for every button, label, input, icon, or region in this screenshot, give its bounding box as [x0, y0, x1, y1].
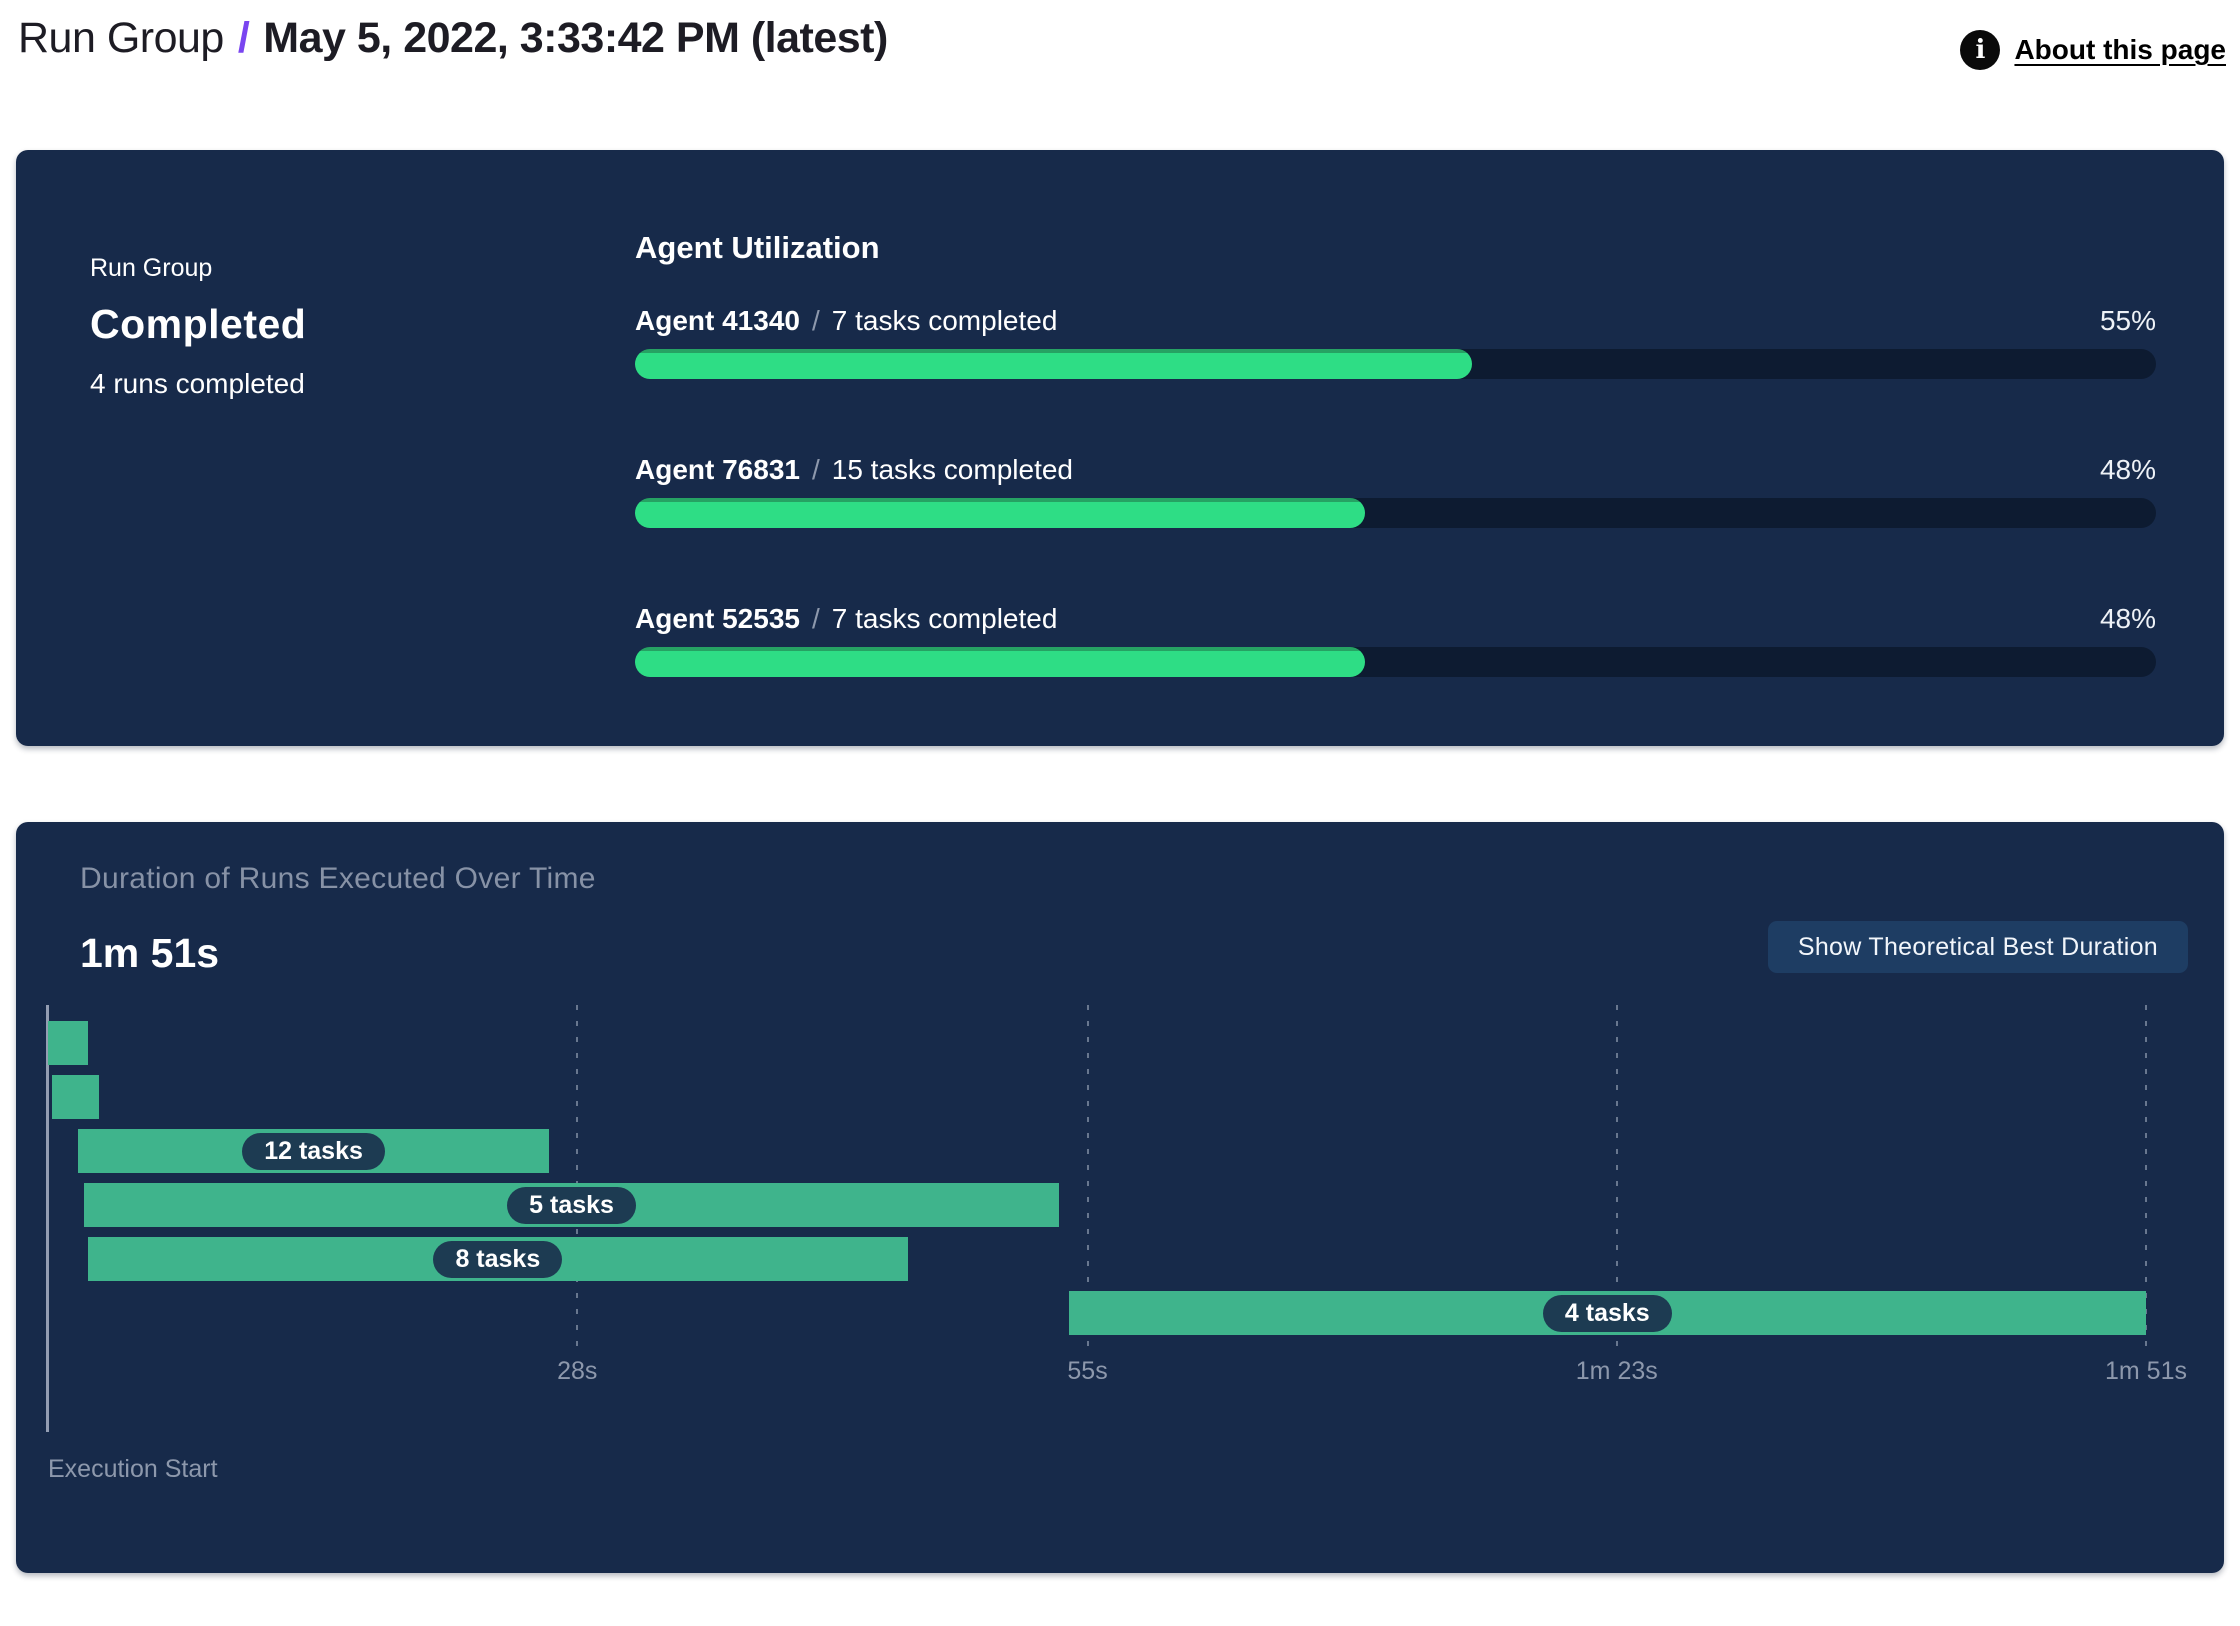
page-header: Run Group / May 5, 2022, 3:33:42 PM (lat… — [0, 0, 2240, 150]
run-group-status: Completed — [90, 301, 307, 347]
utilization-fill — [635, 647, 1366, 677]
utilization-row: Agent 52535 / 7 tasks completed 48% — [635, 603, 2156, 677]
axis-tick-label: 55s — [1067, 1357, 1108, 1385]
duration-chart-title: Duration of Runs Executed Over Time — [80, 862, 596, 895]
axis-tick-label: 1m 23s — [1575, 1357, 1658, 1385]
utilization-percent: 48% — [2099, 603, 2156, 634]
execution-start-label: Execution Start — [48, 1455, 218, 1483]
agent-tasks-completed: 7 tasks completed — [831, 305, 1058, 336]
gantt-run-bar[interactable] — [48, 1021, 88, 1065]
agent-name: Agent 52535 — [635, 603, 800, 634]
utilization-row-label: Agent 41340 / 7 tasks completed 55% — [635, 305, 2156, 337]
utilization-fill — [635, 498, 1366, 528]
about-this-page-link[interactable]: i About this page — [1960, 30, 2226, 70]
duration-panel: Duration of Runs Executed Over Time 1m 5… — [16, 822, 2224, 1573]
agent-name: Agent 41340 — [635, 305, 800, 336]
agent-label-separator: / — [811, 454, 820, 485]
task-count-pill: 5 tasks — [507, 1186, 636, 1224]
gridline — [576, 1005, 579, 1351]
axis-tick-label: 28s — [557, 1357, 598, 1385]
page-title: Run Group / May 5, 2022, 3:33:42 PM (lat… — [18, 14, 888, 63]
agent-tasks-completed: 15 tasks completed — [831, 454, 1073, 485]
page-title-date: May 5, 2022, 3:33:42 PM (latest) — [263, 14, 888, 62]
gantt-run-bar[interactable]: 5 tasks — [83, 1183, 1060, 1227]
gridline — [2145, 1005, 2147, 1351]
gridline — [1086, 1005, 1089, 1351]
breadcrumb-separator: / — [237, 14, 250, 62]
breadcrumb-run-group[interactable]: Run Group — [18, 14, 224, 62]
run-group-summary-panel: Run Group Completed 4 runs completed Age… — [16, 150, 2224, 746]
gantt-run-bar[interactable] — [51, 1075, 100, 1119]
utilization-row: Agent 76831 / 15 tasks completed 48% — [635, 454, 2156, 528]
execution-start-axis — [46, 1005, 49, 1432]
agent-label-separator: / — [811, 603, 820, 634]
agent-utilization-heading: Agent Utilization — [635, 230, 880, 265]
agent-utilization-section: Agent Utilization Agent 41340 / 7 tasks … — [635, 230, 2156, 746]
utilization-row: Agent 41340 / 7 tasks completed 55% — [635, 305, 2156, 379]
utilization-percent: 48% — [2099, 454, 2156, 485]
show-theoretical-best-duration-button[interactable]: Show Theoretical Best Duration — [1767, 921, 2188, 973]
run-group-status-block: Run Group Completed 4 runs completed — [90, 230, 635, 746]
run-group-label: Run Group — [90, 254, 213, 282]
utilization-bar-track — [635, 498, 2156, 528]
agent-tasks-completed: 7 tasks completed — [831, 603, 1058, 634]
utilization-fill — [635, 349, 1472, 379]
total-duration-value: 1m 51s — [80, 930, 220, 976]
gridline — [1615, 1005, 1618, 1351]
info-icon: i — [1960, 30, 2001, 70]
utilization-bar-track — [635, 647, 2156, 677]
task-count-pill: 12 tasks — [242, 1132, 385, 1170]
about-this-page-label: About this page — [2014, 34, 2226, 65]
gantt-run-bar[interactable]: 4 tasks — [1068, 1291, 2146, 1335]
task-count-pill: 8 tasks — [433, 1240, 563, 1278]
agent-label-separator: / — [811, 305, 820, 336]
gantt-chart: Execution Start 28s 55s 1m 23s 1m 51s 12 tas… — [46, 1005, 2187, 1485]
gantt-run-bar[interactable]: 8 tasks — [87, 1237, 908, 1281]
utilization-row-label: Agent 76831 / 15 tasks completed 48% — [635, 454, 2156, 486]
axis-tick-label: 1m 51s — [2105, 1357, 2187, 1385]
utilization-percent: 55% — [2099, 305, 2156, 336]
gantt-run-bar[interactable]: 12 tasks — [78, 1129, 549, 1173]
utilization-bar-track — [635, 349, 2156, 379]
task-count-pill: 4 tasks — [1542, 1294, 1672, 1332]
utilization-row-label: Agent 52535 / 7 tasks completed 48% — [635, 603, 2156, 635]
runs-completed-count: 4 runs completed — [90, 368, 305, 399]
agent-name: Agent 76831 — [635, 454, 800, 485]
